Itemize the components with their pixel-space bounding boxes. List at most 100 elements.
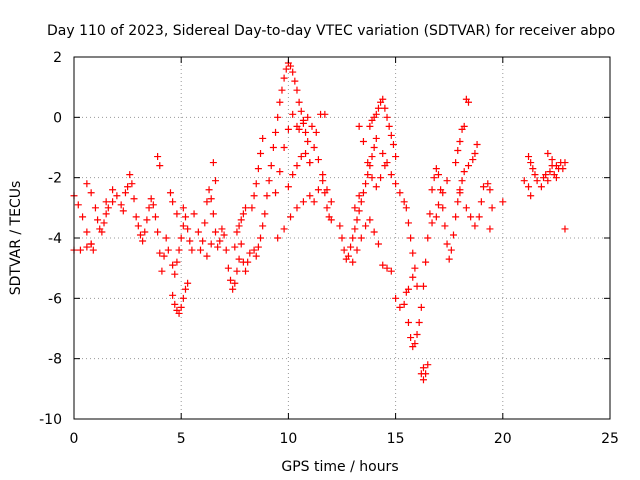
data-point <box>314 186 322 194</box>
data-point <box>385 122 393 130</box>
data-point <box>194 228 202 236</box>
data-point <box>259 134 267 142</box>
data-point <box>263 192 271 200</box>
data-point <box>443 240 451 248</box>
data-point <box>287 62 295 70</box>
data-point <box>537 183 545 191</box>
data-point <box>364 171 372 179</box>
data-point <box>280 225 288 233</box>
data-point <box>471 150 479 158</box>
data-points <box>70 59 569 384</box>
data-point <box>477 198 485 206</box>
data-point <box>128 180 136 188</box>
data-point <box>175 309 183 317</box>
y-tick-label: -2 <box>48 171 62 187</box>
data-point <box>362 222 370 230</box>
data-point <box>327 216 335 224</box>
data-point <box>181 213 189 221</box>
data-point <box>113 192 121 200</box>
data-point <box>475 213 483 221</box>
data-point <box>299 116 307 124</box>
x-tick-label: 5 <box>177 431 186 447</box>
data-point <box>287 213 295 221</box>
data-point <box>276 98 284 106</box>
data-point <box>411 340 419 348</box>
data-point <box>336 222 344 230</box>
data-point <box>280 144 288 151</box>
data-point <box>104 204 112 212</box>
data-point <box>171 270 179 278</box>
data-point <box>473 140 481 148</box>
data-point <box>469 156 477 164</box>
data-point <box>154 153 162 161</box>
data-point <box>387 171 395 179</box>
data-point <box>284 183 292 191</box>
data-point <box>121 189 129 197</box>
data-point <box>387 267 395 275</box>
data-point <box>151 213 159 221</box>
data-point <box>486 186 494 194</box>
data-point <box>139 237 147 245</box>
data-point <box>349 258 357 266</box>
data-point <box>254 243 262 251</box>
data-point <box>400 198 408 206</box>
x-tick-label: 0 <box>70 431 79 447</box>
data-point <box>154 228 162 236</box>
data-point <box>119 207 127 215</box>
data-point <box>306 192 314 200</box>
y-tick-label: 2 <box>53 50 62 66</box>
data-point <box>117 201 125 209</box>
data-point <box>383 159 391 167</box>
data-point <box>351 225 359 233</box>
data-point <box>289 110 297 118</box>
data-point <box>229 285 237 293</box>
data-point <box>181 285 189 293</box>
data-point <box>87 189 95 197</box>
data-point <box>179 294 187 302</box>
data-point <box>295 98 303 106</box>
data-point <box>132 213 140 221</box>
data-point <box>533 177 541 185</box>
data-point <box>203 252 211 260</box>
data-point <box>235 222 243 230</box>
data-point <box>179 222 187 230</box>
data-point <box>252 180 260 188</box>
data-point <box>102 198 110 206</box>
data-point <box>383 264 391 272</box>
data-point <box>407 334 415 342</box>
data-point <box>527 159 535 167</box>
data-point <box>424 361 432 369</box>
data-point <box>419 364 427 372</box>
data-point <box>529 165 537 173</box>
data-point <box>357 198 365 206</box>
data-point <box>79 213 87 221</box>
data-point <box>276 168 284 176</box>
data-point <box>370 228 378 236</box>
data-point <box>207 240 215 248</box>
data-point <box>359 137 367 145</box>
data-point <box>417 303 425 311</box>
data-point <box>220 231 228 239</box>
data-point <box>321 110 329 118</box>
data-point <box>295 125 303 133</box>
data-point <box>445 255 453 263</box>
data-point <box>156 249 164 257</box>
data-point <box>76 246 84 254</box>
data-point <box>162 234 170 242</box>
data-point <box>248 204 256 212</box>
data-point <box>319 177 327 185</box>
data-point <box>422 370 430 378</box>
data-point <box>366 122 374 130</box>
data-point <box>349 234 357 242</box>
data-point <box>102 210 110 218</box>
data-point <box>392 153 400 161</box>
x-tick-label: 20 <box>494 431 512 447</box>
data-point <box>321 189 329 197</box>
data-point <box>274 113 282 121</box>
data-point <box>293 86 301 94</box>
data-point <box>340 246 348 254</box>
data-point <box>177 303 185 311</box>
data-point <box>257 150 265 158</box>
data-point <box>411 264 419 272</box>
data-point <box>94 216 102 224</box>
